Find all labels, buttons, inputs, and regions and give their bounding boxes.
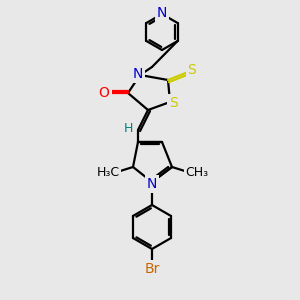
Text: S: S bbox=[169, 96, 177, 110]
Text: N: N bbox=[133, 67, 143, 81]
Text: N: N bbox=[157, 6, 167, 20]
Text: S: S bbox=[188, 63, 196, 77]
Text: N: N bbox=[147, 177, 157, 191]
Text: H: H bbox=[123, 122, 133, 136]
Text: CH₃: CH₃ bbox=[185, 166, 208, 178]
Text: Br: Br bbox=[144, 262, 160, 276]
Text: H₃C: H₃C bbox=[96, 166, 120, 178]
Text: O: O bbox=[99, 86, 110, 100]
